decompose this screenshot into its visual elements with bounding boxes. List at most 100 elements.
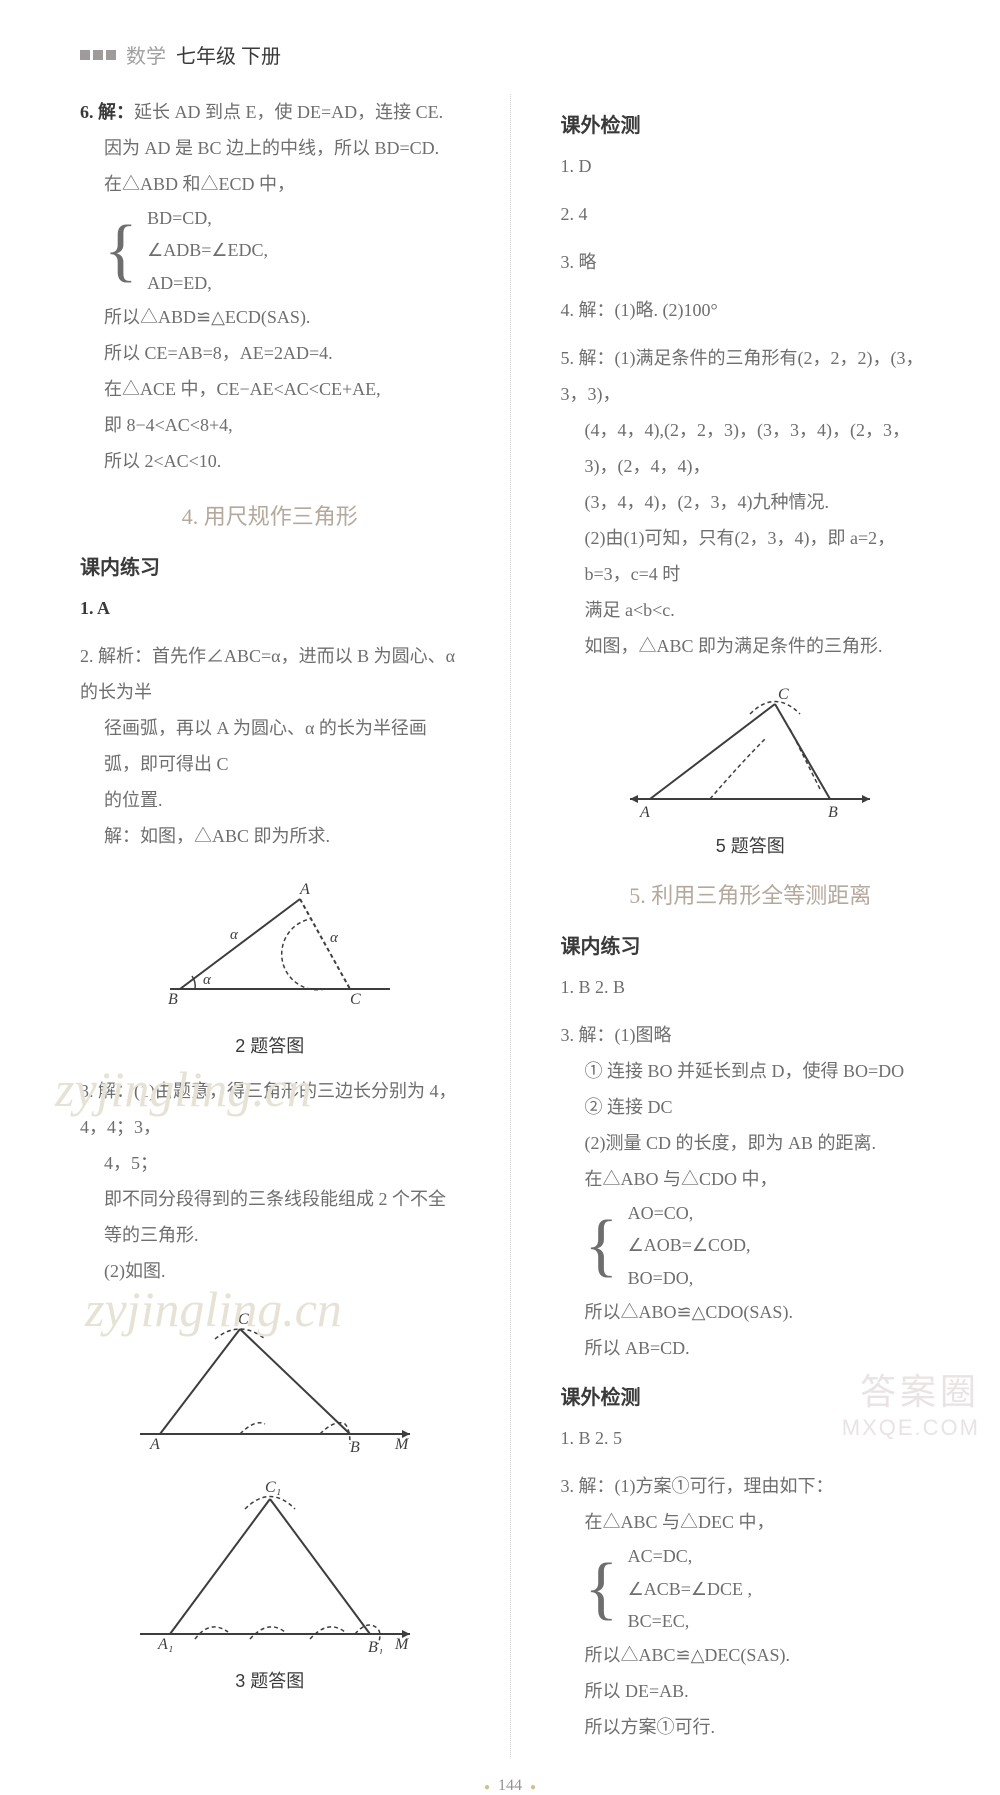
q6-b2: ∠ADB=∠EDC, xyxy=(147,234,268,266)
svg-text:B: B xyxy=(168,991,178,1008)
t3-b2: ∠ACB=∠DCE , xyxy=(628,1573,752,1605)
figure2-svg: B C A α α α xyxy=(140,869,400,1019)
q2-l1: 2. 解析：首先作∠ABC=α，进而以 B 为圆心、α 的长为半 xyxy=(80,638,460,710)
t3-l5: 所以方案①可行. xyxy=(585,1709,941,1745)
r1: 1. D xyxy=(561,148,941,184)
svg-text:C: C xyxy=(778,686,789,703)
svg-text:A: A xyxy=(149,1436,160,1453)
kn-heading: 课内练习 xyxy=(80,551,460,580)
s3-l1: 3. 解：(1)图略 xyxy=(561,1017,941,1053)
r5: 5. 解：(1)满足条件的三角形有(2，2，2)，(3，3，3)， (4，4，4… xyxy=(561,340,941,664)
svg-text:C₁: C₁ xyxy=(265,1479,281,1496)
svg-text:A₁: A₁ xyxy=(157,1636,173,1653)
svg-text:M: M xyxy=(394,1636,410,1653)
t3-brace: { AC=DC, ∠ACB=∠DCE , BC=EC, xyxy=(585,1540,941,1637)
q2-l4: 解：如图，△ABC 即为所求. xyxy=(104,818,460,854)
q3: 3. 解：(1)由题意，得三角形的三边长分别为 4，4，4；3， 4，5； 即不… xyxy=(80,1073,460,1289)
s3-l4: (2)测量 CD 的长度，即为 AB 的距离. xyxy=(585,1125,941,1161)
r5-l1: 5. 解：(1)满足条件的三角形有(2，2，2)，(3，3，3)， xyxy=(561,340,941,412)
q6-l2: 因为 AD 是 BC 边上的中线，所以 BD=CD. xyxy=(104,130,460,166)
q3-l3: 即不同分段得到的三条线段能组成 2 个不全等的三角形. xyxy=(104,1181,460,1253)
q3-l4: (2)如图. xyxy=(104,1253,460,1289)
section5-title: 5. 利用三角形全等测距离 xyxy=(561,878,941,910)
r5-l5: 满足 a<b<c. xyxy=(585,592,941,628)
s3-l6: 所以△ABO≌△CDO(SAS). xyxy=(585,1294,941,1330)
s3-l3: ② 连接 DC xyxy=(585,1089,941,1125)
s3: 3. 解：(1)图略 ① 连接 BO 并延长到点 D，使得 BO=DO ② 连接… xyxy=(561,1017,941,1366)
t3-l2: 在△ABC 与△DEC 中， xyxy=(585,1504,941,1540)
svg-text:B: B xyxy=(828,804,838,819)
figure2: B C A α α α 2 题答图 xyxy=(80,869,460,1058)
r4: 4. 解：(1)略. (2)100° xyxy=(561,292,941,328)
t3-l4: 所以 DE=AB. xyxy=(585,1673,941,1709)
t3-l3: 所以△ABC≌△DEC(SAS). xyxy=(585,1637,941,1673)
svg-text:α: α xyxy=(330,930,339,946)
s3-b3: BO=DO, xyxy=(628,1262,751,1294)
r5-l6: 如图，△ABC 即为满足条件的三角形. xyxy=(585,628,941,664)
t3: 3. 解：(1)方案①可行，理由如下： 在△ABC 与△DEC 中， { AC=… xyxy=(561,1468,941,1745)
q2-l2: 径画弧，再以 A 为圆心、α 的长为半径画弧，即可得出 C xyxy=(104,710,460,782)
s3-l5: 在△ABO 与△CDO 中， xyxy=(585,1161,941,1197)
svg-text:C: C xyxy=(350,991,361,1008)
r3: 3. 略 xyxy=(561,244,941,280)
s3-l2: ① 连接 BO 并延长到点 D，使得 BO=DO xyxy=(585,1053,941,1089)
figure5: A B C 5 题答图 xyxy=(561,679,941,858)
corner-small: MXQE.COM xyxy=(842,1415,980,1441)
t3-l1: 3. 解：(1)方案①可行，理由如下： xyxy=(561,1468,941,1504)
q2: 2. 解析：首先作∠ABC=α，进而以 B 为圆心、α 的长为半 径画弧，再以 … xyxy=(80,638,460,854)
r5-l4: (2)由(1)可知，只有(2，3，4)，即 a=2，b=3，c=4 时 xyxy=(585,520,941,592)
page-number: 144 xyxy=(80,1777,940,1795)
fig2-caption: 2 题答图 xyxy=(80,1032,460,1058)
q3-l1: 3. 解：(1)由题意，得三角形的三边长分别为 4，4，4；3， xyxy=(80,1073,460,1145)
q6-b1: BD=CD, xyxy=(147,202,268,234)
right-column: 课外检测 1. D 2. 4 3. 略 4. 解：(1)略. (2)100° 5… xyxy=(561,94,941,1757)
svg-text:M: M xyxy=(394,1436,410,1453)
t3-b1: AC=DC, xyxy=(628,1540,752,1572)
r5-l3: (3，4，4)，(2，3，4)九种情况. xyxy=(585,484,941,520)
fig3-caption: 3 题答图 xyxy=(80,1667,460,1693)
q2-l3: 的位置. xyxy=(104,782,460,818)
q6-l7: 即 8−4<AC<8+4, xyxy=(104,407,460,443)
q3-l2: 4，5； xyxy=(104,1145,460,1181)
s3-b1: AO=CO, xyxy=(628,1197,751,1229)
q6-l6: 在△ACE 中，CE−AE<AC<CE+AE, xyxy=(104,371,460,407)
corner-big: 答案圈 xyxy=(842,1363,980,1415)
svg-text:B: B xyxy=(350,1439,360,1454)
svg-text:α: α xyxy=(203,972,212,988)
kn2-heading: 课内练习 xyxy=(561,930,941,959)
figure3-top-svg: A B C M xyxy=(120,1304,420,1454)
svg-text:A: A xyxy=(639,804,650,819)
s3-l7: 所以 AB=CD. xyxy=(585,1330,941,1366)
figure3-bottom: A₁ B₁ C₁ M 3 题答图 xyxy=(80,1474,460,1693)
r2: 2. 4 xyxy=(561,196,941,232)
q6-num: 6. 解： xyxy=(80,102,134,122)
q1-txt: 1. A xyxy=(80,598,110,618)
q6-b3: AD=ED, xyxy=(147,267,268,299)
corner-label: 答案圈 MXQE.COM xyxy=(842,1363,980,1441)
figure5-svg: A B C xyxy=(610,679,890,819)
fig5-caption: 5 题答图 xyxy=(561,832,941,858)
header-icon xyxy=(80,50,116,60)
q6-l3: 在△ABD 和△ECD 中， xyxy=(104,166,460,202)
svg-text:A: A xyxy=(299,881,310,898)
figure3-bottom-svg: A₁ B₁ C₁ M xyxy=(120,1474,420,1654)
q6: 6. 解：6. 解：延长 AD 到点 E，使 DE=AD，连接 CE.延长 AD… xyxy=(80,94,460,479)
s1: 1. B 2. B xyxy=(561,969,941,1005)
page-header: 数学 七年级 下册 xyxy=(80,40,940,69)
q1: 1. A xyxy=(80,590,460,626)
left-column: 6. 解：6. 解：延长 AD 到点 E，使 DE=AD，连接 CE.延长 AD… xyxy=(80,94,460,1757)
q6-brace: { BD=CD, ∠ADB=∠EDC, AD=ED, xyxy=(104,202,460,299)
column-divider xyxy=(510,94,511,1757)
s3-brace: { AO=CO, ∠AOB=∠COD, BO=DO, xyxy=(585,1197,941,1294)
figure3-top: A B C M xyxy=(80,1304,460,1459)
t3-b3: BC=EC, xyxy=(628,1605,752,1637)
q6-l4: 所以△ABD≌△ECD(SAS). xyxy=(104,299,460,335)
r5-l2: (4，4，4),(2，2，3)，(3，3，4)，(2，3，3)，(2，4，4)， xyxy=(585,412,941,484)
header-subject: 数学 xyxy=(126,40,166,69)
header-grade: 七年级 下册 xyxy=(176,40,281,69)
svg-text:B₁: B₁ xyxy=(368,1639,383,1654)
svg-text:C: C xyxy=(238,1311,249,1328)
q6-l8: 所以 2<AC<10. xyxy=(104,443,460,479)
svg-text:α: α xyxy=(230,927,239,943)
main-columns: 6. 解：6. 解：延长 AD 到点 E，使 DE=AD，连接 CE.延长 AD… xyxy=(80,94,940,1757)
